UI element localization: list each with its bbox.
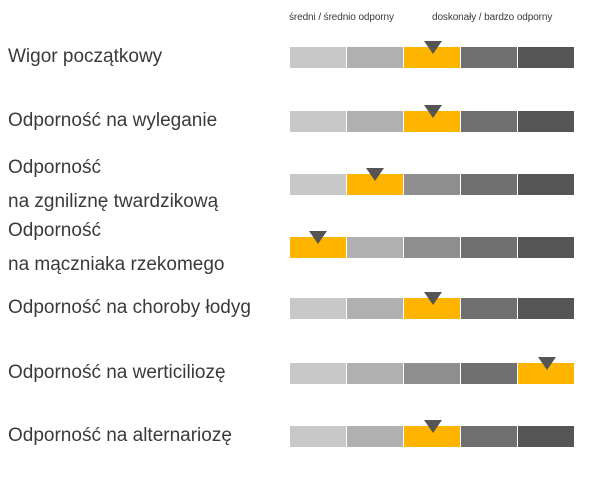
trait-label: Odporność na wyleganie: [8, 109, 217, 133]
trait-label: Odporność na alternariozę: [8, 424, 232, 448]
rating-segment: [404, 237, 460, 258]
rating-bar: [290, 357, 575, 384]
rating-segment: [404, 426, 460, 447]
rating-segment: [290, 426, 346, 447]
rating-bar: [290, 420, 575, 447]
rating-segment: [290, 111, 346, 132]
trait-label-line: Odporność na wyleganie: [8, 110, 218, 131]
trait-label-line: Wigor początkowy: [8, 46, 163, 67]
trait-label-line: na mączniaka rzekomego: [8, 254, 225, 275]
rating-marker-icon: [366, 168, 385, 181]
rating-marker-icon: [423, 420, 442, 433]
rating-bar: [290, 168, 575, 195]
rating-segment: [404, 298, 460, 319]
rating-segment: [404, 174, 460, 195]
rating-marker-icon: [309, 231, 328, 244]
rating-segment: [347, 47, 403, 68]
rating-segment: [290, 47, 346, 68]
rating-segment: [290, 363, 346, 384]
trait-label-line: Odporność: [8, 157, 101, 178]
trait-label: Odporność na zgniliznę twardzikową: [8, 151, 218, 219]
trait-label-line: Odporność na werticiliozę: [8, 362, 226, 383]
rating-segment: [461, 363, 517, 384]
rating-segment: [404, 363, 460, 384]
rating-bar: [290, 105, 575, 132]
rating-segment: [347, 363, 403, 384]
rating-bar: [290, 41, 575, 68]
rating-segment: [347, 111, 403, 132]
trait-label: Odporność na choroby łodyg: [8, 296, 251, 320]
rating-segment: [461, 298, 517, 319]
trait-label: Wigor początkowy: [8, 45, 162, 69]
legend-left: średni / średnio odporny: [289, 12, 394, 23]
rating-segment: [347, 237, 403, 258]
rating-segment: [290, 237, 346, 258]
rating-segment: [404, 47, 460, 68]
trait-label: Odporność na werticiliozę: [8, 361, 226, 385]
rating-segment: [347, 298, 403, 319]
rating-segment: [461, 111, 517, 132]
trait-label-line: Odporność na alternariozę: [8, 425, 232, 446]
rating-segment: [518, 47, 574, 68]
rating-segment: [347, 426, 403, 447]
rating-segment: [461, 426, 517, 447]
legend-right: doskonały / bardzo odporny: [432, 12, 553, 23]
rating-segment: [518, 111, 574, 132]
rating-bar: [290, 292, 575, 319]
rating-segment: [290, 174, 346, 195]
rating-marker-icon: [423, 292, 442, 305]
rating-segment: [404, 111, 460, 132]
rating-segment: [518, 237, 574, 258]
rating-segment: [461, 47, 517, 68]
rating-marker-icon: [537, 357, 556, 370]
trait-label: Odporność na mączniaka rzekomego: [8, 214, 225, 282]
rating-segment: [518, 174, 574, 195]
trait-label-line: Odporność: [8, 220, 101, 241]
rating-bar: [290, 231, 575, 258]
rating-segment: [518, 298, 574, 319]
trait-label-line: na zgniliznę twardzikową: [8, 191, 219, 212]
rating-segment: [461, 174, 517, 195]
trait-label-line: Odporność na choroby łodyg: [8, 297, 251, 318]
rating-segment: [347, 174, 403, 195]
rating-segment: [518, 363, 574, 384]
rating-segment: [518, 426, 574, 447]
rating-marker-icon: [423, 105, 442, 118]
rating-segment: [461, 237, 517, 258]
rating-segment: [290, 298, 346, 319]
rating-marker-icon: [423, 41, 442, 54]
